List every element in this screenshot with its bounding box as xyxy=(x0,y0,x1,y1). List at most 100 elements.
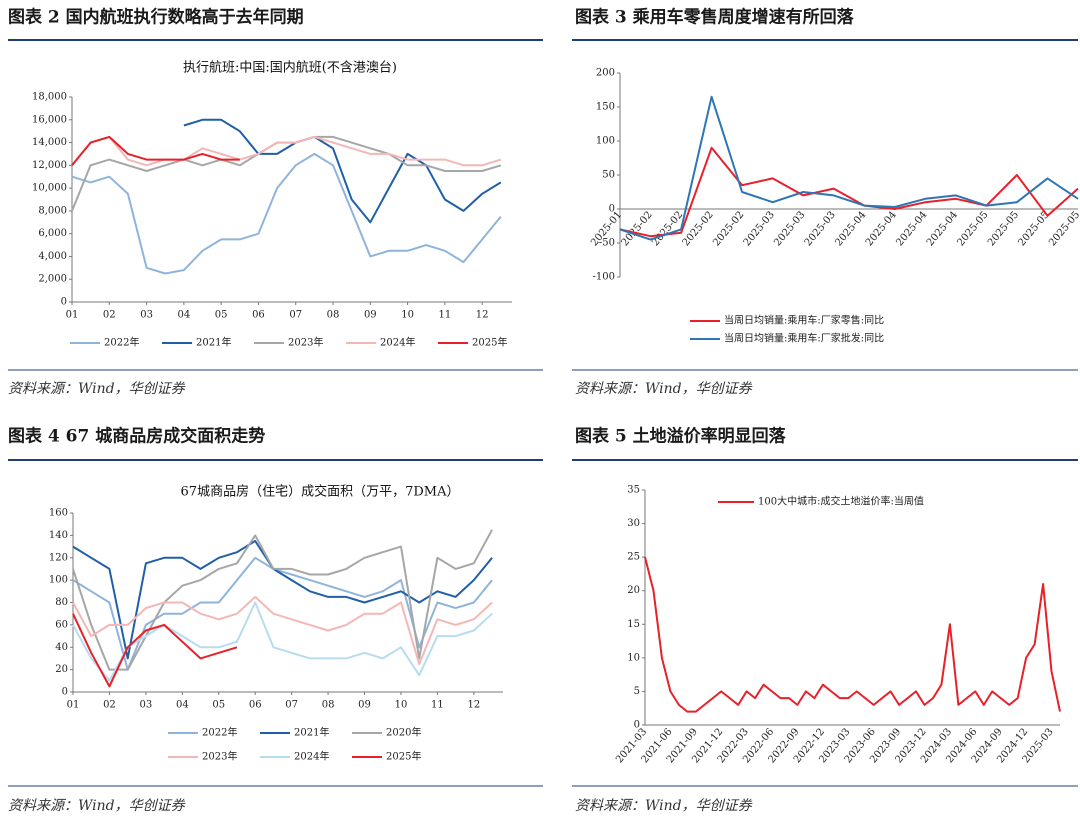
source: 资料来源：Wind，华创证券 xyxy=(8,381,186,397)
x-tick-label: 02 xyxy=(103,700,116,711)
y-tick-label: 5 xyxy=(634,686,640,697)
series-line xyxy=(619,146,1079,238)
x-tick-label: 11 xyxy=(439,310,452,321)
y-tick-label: 18,000 xyxy=(32,92,67,103)
y-tick-label: 160 xyxy=(49,508,68,519)
y-tick-label: 20 xyxy=(55,664,68,675)
y-tick-label: 20 xyxy=(627,585,640,596)
figure-title: 图表 4 67 城商品房成交面积走势 xyxy=(8,426,265,447)
y-tick-label: 12,000 xyxy=(32,160,67,171)
x-tick-label: 09 xyxy=(358,700,371,711)
legend-label: 2021年 xyxy=(196,336,231,349)
x-tick-label: 03 xyxy=(140,310,153,321)
series-line xyxy=(72,601,493,682)
series-line xyxy=(72,595,493,665)
source: 资料来源：Wind，华创证券 xyxy=(575,381,753,397)
x-tick-label: 2025-04 xyxy=(925,209,960,248)
y-tick-label: 80 xyxy=(55,597,68,608)
source: 资料来源：Wind，华创证券 xyxy=(8,798,186,814)
figure-title: 图表 3 乘用车零售周度增速有所回落 xyxy=(575,7,855,28)
series-line xyxy=(71,152,502,275)
y-tick-label: 200 xyxy=(596,68,615,79)
x-tick-label: 2025-03 xyxy=(772,209,807,248)
legend-label: 2023年 xyxy=(202,750,237,763)
y-tick-label: -50 xyxy=(599,238,615,249)
y-tick-label: 150 xyxy=(596,102,615,113)
x-tick-label: 2025-04 xyxy=(864,209,899,248)
legend-label: 2022年 xyxy=(202,726,237,739)
y-tick-label: 14,000 xyxy=(32,137,67,148)
legend-label: 2022年 xyxy=(104,336,139,349)
y-tick-label: 10,000 xyxy=(32,183,67,194)
y-tick-label: -100 xyxy=(593,272,615,283)
y-tick-label: 2,000 xyxy=(38,274,67,285)
y-tick-label: 35 xyxy=(627,485,640,496)
series-line xyxy=(619,95,1079,241)
x-tick-label: 11 xyxy=(431,700,444,711)
x-tick-label: 06 xyxy=(252,310,265,321)
figure-title: 图表 2 国内航班执行数略高于去年同期 xyxy=(8,7,304,28)
x-tick-label: 01 xyxy=(67,700,80,711)
y-tick-label: 15 xyxy=(627,619,640,630)
y-tick-label: 10 xyxy=(627,652,640,663)
x-tick-label: 10 xyxy=(401,310,414,321)
y-tick-label: 8,000 xyxy=(38,205,67,216)
x-tick-label: 08 xyxy=(327,310,340,321)
legend-label: 100大中城市:成交土地溢价率:当周值 xyxy=(758,495,924,508)
y-tick-label: 40 xyxy=(55,642,68,653)
y-tick-label: 50 xyxy=(602,170,615,181)
x-tick-label: 06 xyxy=(249,700,262,711)
legend-label: 2024年 xyxy=(294,750,329,763)
x-tick-label: 2025-03 xyxy=(803,209,838,248)
x-tick-label: 05 xyxy=(215,310,228,321)
y-tick-label: 30 xyxy=(627,518,640,529)
y-tick-label: 140 xyxy=(49,530,68,541)
chart-title: 67城商品房（住宅）成交面积（万平，7DMA） xyxy=(181,484,460,500)
x-tick-label: 02 xyxy=(103,310,116,321)
series-line xyxy=(72,613,238,688)
x-tick-label: 07 xyxy=(289,310,302,321)
legend-label: 2021年 xyxy=(294,726,329,739)
x-tick-label: 12 xyxy=(476,310,489,321)
x-tick-label: 2025-05 xyxy=(1047,209,1080,248)
x-tick-label: 01 xyxy=(66,310,79,321)
x-tick-label: 07 xyxy=(285,700,298,711)
x-tick-label: 2025-04 xyxy=(833,209,868,248)
y-tick-label: 100 xyxy=(49,575,68,586)
y-tick-label: 0 xyxy=(61,297,67,308)
y-tick-label: 16,000 xyxy=(32,114,67,125)
figure-title: 图表 5 土地溢价率明显回落 xyxy=(575,426,787,447)
legend-label: 2025年 xyxy=(472,336,507,349)
y-tick-label: 120 xyxy=(49,552,68,563)
x-tick-label: 04 xyxy=(177,310,190,321)
series-line xyxy=(72,540,493,660)
y-tick-label: 6,000 xyxy=(38,228,67,239)
y-tick-label: 25 xyxy=(627,552,640,563)
series-line xyxy=(183,118,502,224)
x-tick-label: 2025-02 xyxy=(620,209,655,248)
x-tick-label: 03 xyxy=(140,700,153,711)
x-tick-label: 2025-05 xyxy=(955,209,990,248)
y-tick-label: 100 xyxy=(596,136,615,147)
legend-label: 当周日均销量:乘用车:厂家批发:同比 xyxy=(724,332,884,345)
legend-label: 2023年 xyxy=(288,336,323,349)
source: 资料来源：Wind，华创证券 xyxy=(575,798,753,814)
x-tick-label: 10 xyxy=(395,700,408,711)
x-tick-label: 04 xyxy=(176,700,189,711)
series-line xyxy=(644,556,1061,713)
x-tick-label: 2025-05 xyxy=(986,209,1021,248)
x-tick-label: 2025-03 xyxy=(742,209,777,248)
series-line xyxy=(71,135,240,166)
x-tick-label: 05 xyxy=(212,700,225,711)
series-line xyxy=(71,135,502,167)
legend-label: 2025年 xyxy=(386,750,421,763)
series-line xyxy=(72,529,493,671)
x-tick-label: 2025-02 xyxy=(711,209,746,248)
x-tick-label: 2025-02 xyxy=(681,209,716,248)
y-tick-label: 0 xyxy=(62,687,68,698)
x-tick-label: 08 xyxy=(322,700,335,711)
x-tick-label: 09 xyxy=(364,310,377,321)
y-tick-label: 0 xyxy=(609,204,615,215)
y-tick-label: 60 xyxy=(55,619,68,630)
